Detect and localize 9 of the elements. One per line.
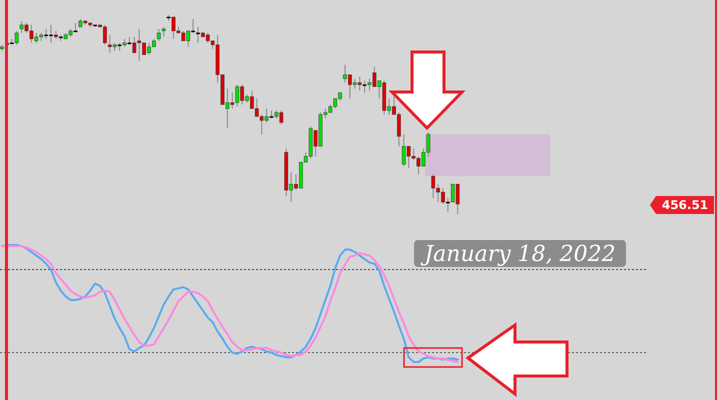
- candlestick: [156, 28, 161, 42]
- candlestick: [162, 26, 166, 38]
- text: 456.51: [662, 198, 708, 212]
- candlestick: [74, 22, 78, 32]
- candlestick: [14, 30, 19, 46]
- candlestick: [446, 198, 450, 213]
- candlestick: [362, 80, 366, 94]
- candlestick: [196, 26, 200, 44]
- candlestick: [191, 18, 195, 34]
